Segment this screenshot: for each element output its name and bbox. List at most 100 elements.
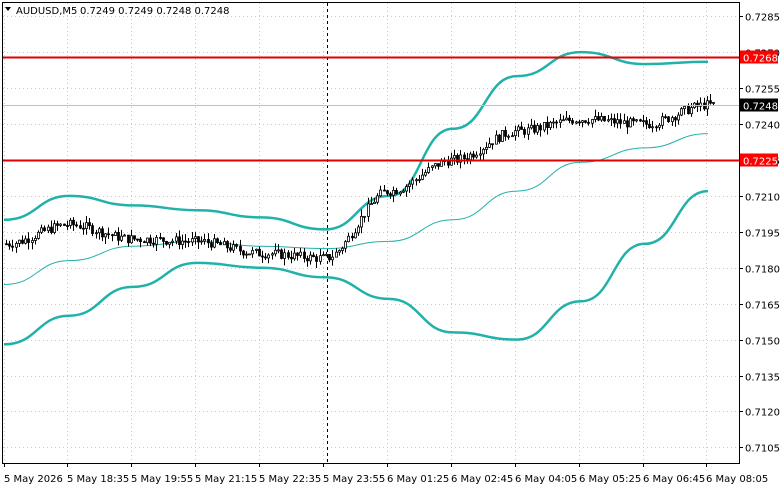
price-tick-label: 0.7105 — [745, 444, 780, 455]
candle-body — [59, 223, 62, 226]
candle-body — [639, 119, 642, 122]
candle-body — [303, 251, 306, 259]
candle-body — [507, 135, 510, 138]
price-tick-label: 0.7150 — [745, 337, 780, 348]
candle-body — [415, 179, 418, 182]
candle-body — [555, 121, 558, 124]
level-price-label: 0.7225 — [743, 157, 778, 168]
level-price-tag — [740, 50, 778, 64]
candle-body — [594, 116, 597, 120]
candle-body — [232, 244, 235, 251]
candle-body — [8, 243, 11, 247]
price-axis[interactable]: 0.72850.72700.72550.72400.72250.72100.71… — [739, 13, 780, 455]
candle-body — [450, 157, 453, 166]
level-price-label: 0.7268 — [743, 54, 778, 65]
candle-body — [421, 174, 424, 180]
candle-body — [453, 155, 456, 159]
candle-body — [591, 119, 594, 124]
bollinger-lower-band — [3, 189, 709, 346]
candle-body — [399, 191, 402, 195]
candle-body — [120, 235, 123, 241]
candle-body — [523, 129, 526, 135]
level-lines — [3, 56, 739, 162]
candle-body — [34, 238, 37, 241]
current-price-tag — [740, 98, 778, 112]
candle-body — [274, 249, 277, 255]
candle-body — [283, 252, 286, 259]
candle-body — [107, 233, 110, 236]
candle-body — [549, 122, 552, 128]
candle-body — [287, 252, 290, 258]
candle-body — [152, 242, 155, 245]
candle-body — [85, 222, 88, 229]
candle-body — [459, 154, 462, 163]
candle-body — [578, 121, 581, 124]
candle-body — [127, 234, 130, 244]
candle-body — [21, 239, 24, 244]
candle-body — [168, 241, 171, 245]
candle-body — [651, 126, 654, 129]
candle-body — [475, 154, 478, 158]
candle-body — [197, 236, 200, 243]
candle-body — [56, 223, 59, 226]
candle-body — [312, 254, 315, 258]
candle-body — [498, 134, 501, 142]
candle-body — [203, 239, 206, 242]
candle-body — [712, 101, 715, 104]
time-tick-label: 6 May 06:45 — [643, 474, 705, 485]
candle-body — [280, 249, 283, 259]
candle-body — [514, 130, 517, 137]
candle-body — [517, 126, 520, 132]
candle-body — [383, 189, 386, 192]
candle-body — [501, 129, 504, 142]
candle-body — [418, 179, 421, 181]
candle-body — [155, 237, 158, 245]
candle-body — [114, 231, 117, 236]
candle-body — [431, 165, 434, 168]
candle-body — [411, 179, 414, 185]
price-tick-label: 0.7255 — [745, 85, 780, 96]
candle-body — [290, 256, 293, 260]
time-tick-label: 5 May 2026 — [4, 474, 63, 485]
candle-body — [223, 241, 226, 246]
level-price-tag — [740, 153, 778, 167]
candle-body — [677, 114, 680, 121]
candle-body — [245, 253, 248, 256]
candle-body — [674, 117, 677, 121]
candle-body — [607, 119, 610, 122]
candle-body — [133, 235, 136, 240]
candle-body — [482, 149, 485, 155]
price-tick-label: 0.7180 — [745, 265, 780, 276]
candle-body — [69, 219, 72, 226]
candle-body — [527, 127, 530, 135]
candle-body — [181, 240, 184, 245]
candle-body — [50, 226, 53, 233]
candle-body — [75, 224, 78, 227]
time-axis[interactable]: 5 May 2026 5 May 18:35 5 May 19:55 5 May 21… — [4, 463, 768, 485]
candle-body — [536, 125, 539, 133]
candle-body — [456, 155, 459, 163]
candle-body — [11, 245, 14, 248]
candle-body — [331, 256, 334, 261]
candle-body — [82, 227, 85, 230]
candle-body — [139, 238, 142, 243]
candle-body — [95, 232, 98, 235]
candle-body — [597, 116, 600, 121]
candle-body — [47, 226, 50, 232]
candle-body — [277, 249, 280, 252]
candle-body — [351, 235, 354, 239]
candle-body — [255, 248, 258, 251]
price-tick-label: 0.7165 — [745, 301, 780, 312]
candle-body — [216, 238, 219, 243]
candle-body — [271, 253, 274, 256]
candle-body — [562, 119, 565, 122]
dropdown-triangle-icon[interactable] — [5, 7, 11, 11]
candle-body — [389, 193, 392, 196]
candle-body — [568, 117, 571, 121]
time-tick-label: 6 May 01:25 — [387, 474, 449, 485]
candle-body — [165, 241, 168, 245]
candle-body — [149, 237, 152, 244]
time-tick-label: 6 May 08:05 — [706, 474, 768, 485]
candle-body — [229, 247, 232, 251]
